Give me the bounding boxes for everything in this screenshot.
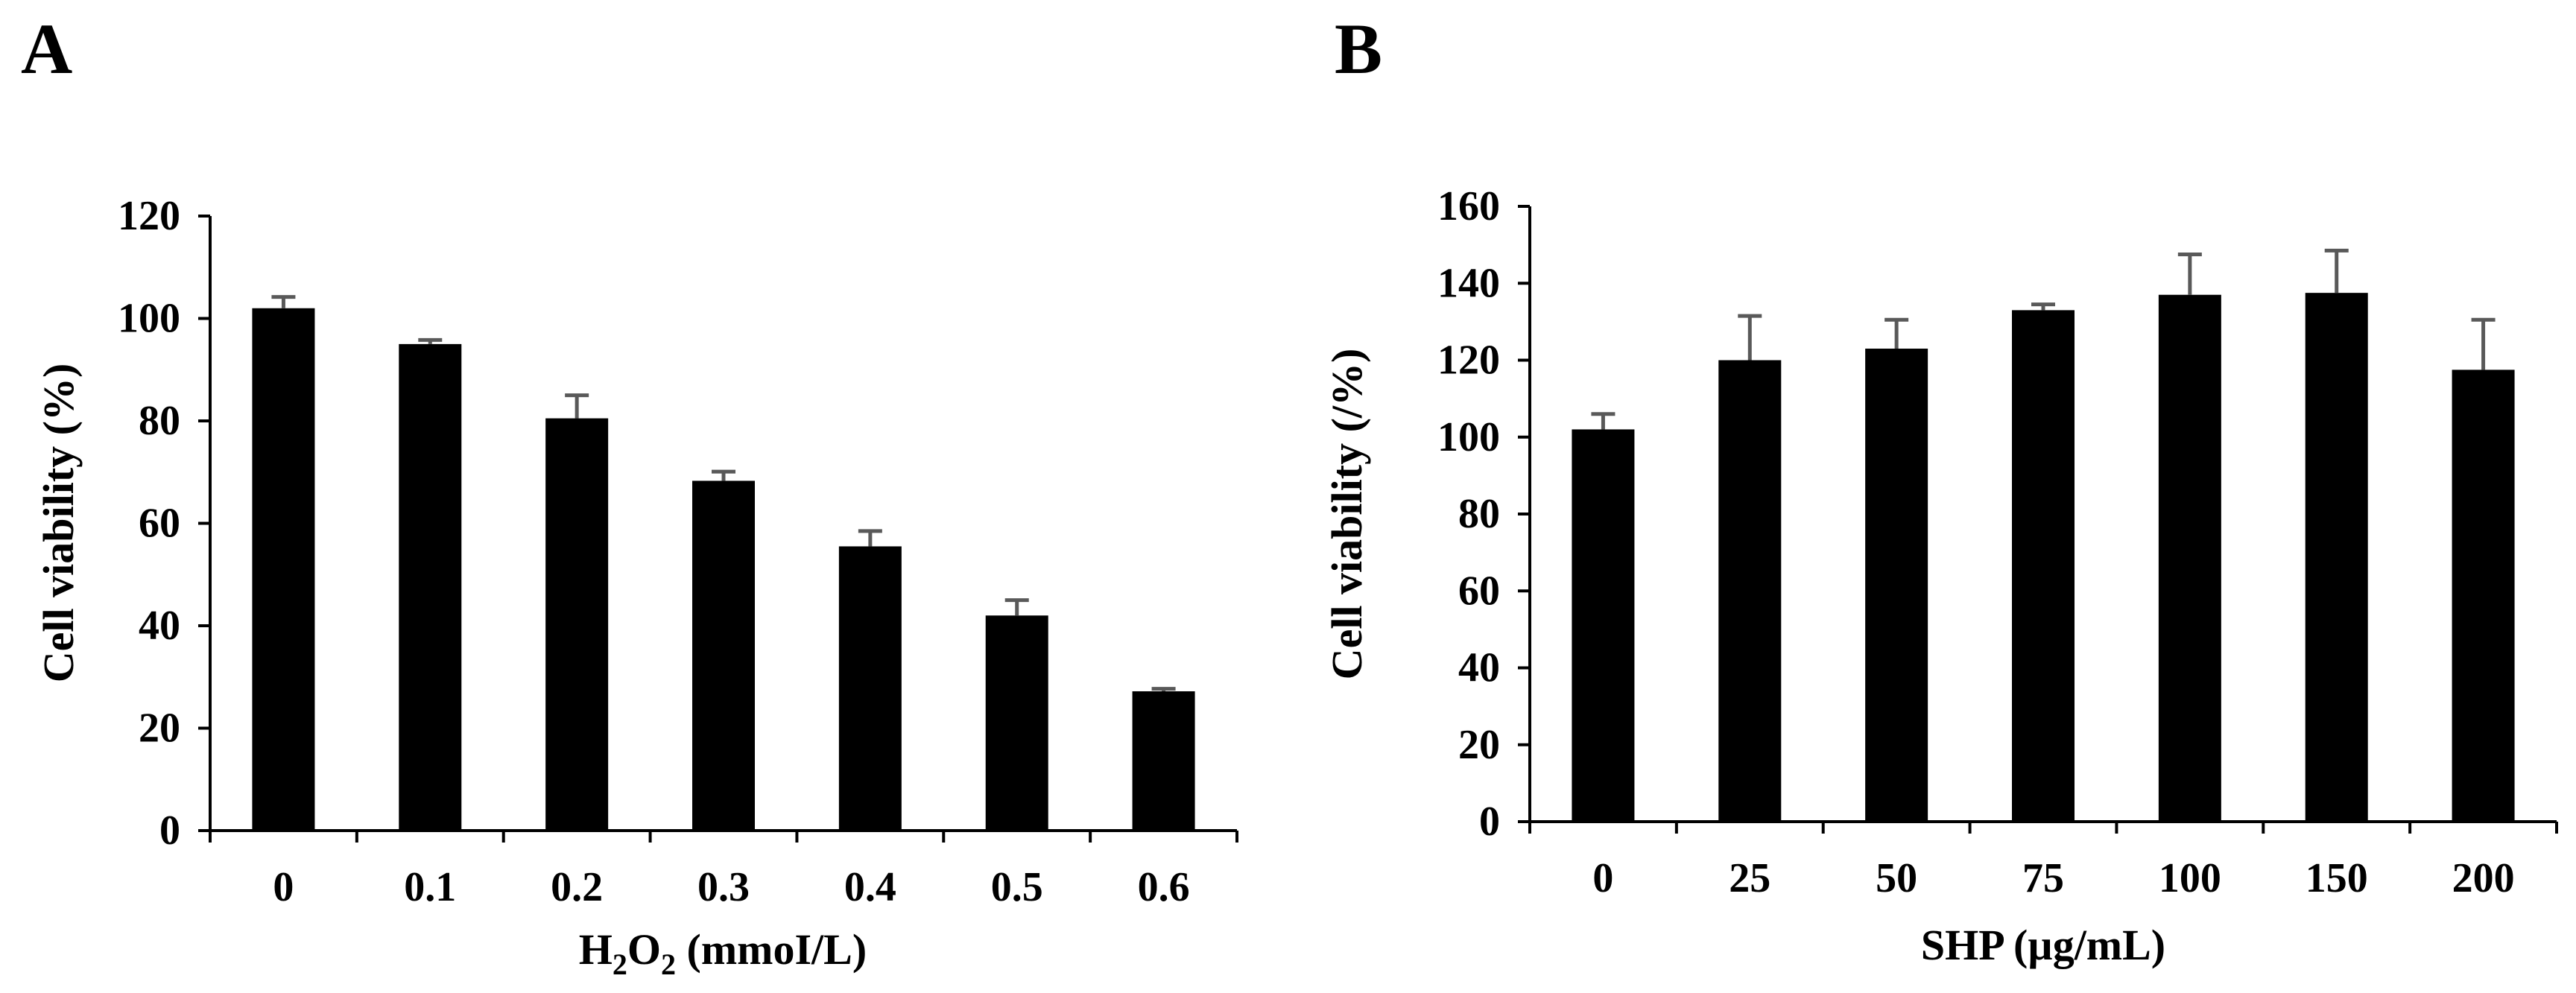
y-tick-label: 40 bbox=[139, 603, 180, 649]
bar bbox=[2452, 369, 2515, 822]
y-tick-label: 80 bbox=[1458, 491, 1500, 537]
x-axis-title-part: (mmoI/L) bbox=[676, 925, 867, 974]
x-tick-label: 50 bbox=[1876, 855, 1917, 901]
error-bar bbox=[1591, 412, 1615, 430]
y-axis-title: Cell viability (/%) bbox=[1323, 349, 1371, 680]
x-tick-label: 0.6 bbox=[1138, 864, 1190, 910]
bar-chart-a: 0 20 40 60 80 100 120 0 0.1 0.2 0.3 0.4 0.5 0.6 Cell v… bbox=[34, 193, 1238, 981]
bar bbox=[252, 308, 315, 831]
y-tick-label: 100 bbox=[1437, 414, 1500, 460]
x-tick-label: 0 bbox=[273, 864, 294, 910]
error-bar bbox=[2324, 248, 2349, 294]
y-tick-label: 120 bbox=[118, 193, 180, 239]
bar bbox=[692, 480, 755, 831]
y-tick-label: 60 bbox=[139, 501, 180, 547]
error-bar bbox=[1151, 687, 1176, 691]
error-bar bbox=[2471, 317, 2496, 370]
error-bar bbox=[1004, 598, 1029, 616]
x-tick-label: 150 bbox=[2306, 855, 2368, 901]
y-tick-label: 0 bbox=[159, 808, 180, 854]
bar bbox=[2012, 310, 2075, 822]
y-tick-label: 120 bbox=[1437, 337, 1500, 384]
x-axis-title-part: O bbox=[627, 925, 661, 974]
y-tick-label: 100 bbox=[118, 296, 180, 342]
bar-chart-b: 0 20 40 60 80 100 120 140 160 0 25 50 75 100 150 200 Cel… bbox=[1323, 183, 2558, 969]
x-axis-title-subscript: 2 bbox=[661, 948, 676, 981]
y-tick-label: 80 bbox=[139, 398, 180, 444]
y-tick-label: 0 bbox=[1479, 799, 1500, 845]
bar bbox=[1132, 691, 1195, 831]
bar bbox=[985, 615, 1048, 831]
y-tick-label: 60 bbox=[1458, 568, 1500, 614]
x-tick-label: 75 bbox=[2022, 855, 2064, 901]
panel-label-a: A bbox=[21, 9, 73, 89]
error-bar bbox=[2177, 253, 2202, 295]
bar bbox=[2305, 293, 2368, 822]
x-tick-label: 0.5 bbox=[991, 864, 1043, 910]
x-axis-title-subscript: 2 bbox=[613, 948, 627, 981]
bar bbox=[545, 418, 609, 831]
chart-panel-b: B 0 20 40 60 80 100 120 140 160 0 25 50 75 100 150 200 C… bbox=[1288, 0, 2576, 993]
x-tick-label: 0 bbox=[1592, 855, 1613, 901]
x-axis-title-part: H bbox=[579, 925, 613, 974]
x-tick-label: 100 bbox=[2159, 855, 2221, 901]
error-bar bbox=[271, 295, 296, 308]
y-tick-label: 140 bbox=[1437, 260, 1500, 306]
error-bar bbox=[418, 337, 443, 344]
y-tick-label: 20 bbox=[1458, 722, 1500, 768]
x-axis-title: SHP (µg/mL) bbox=[1921, 921, 2165, 969]
error-bar bbox=[858, 529, 882, 547]
bar bbox=[838, 546, 902, 831]
error-bar bbox=[2031, 302, 2055, 311]
x-tick-label: 0.2 bbox=[551, 864, 603, 910]
x-axis-title: H2O2 (mmoI/L) bbox=[579, 925, 867, 981]
bars: 0 0.1 0.2 0.3 0.4 0.5 0.6 bbox=[252, 295, 1195, 910]
error-bar bbox=[1738, 314, 1762, 361]
error-bar bbox=[565, 393, 589, 419]
bar bbox=[1572, 429, 1635, 822]
x-tick-label: 0.4 bbox=[844, 864, 896, 910]
y-tick-label: 160 bbox=[1437, 183, 1500, 229]
bar bbox=[399, 343, 462, 831]
bar bbox=[2158, 294, 2221, 822]
y-axis-title: Cell viability (%) bbox=[34, 364, 83, 683]
bar bbox=[1865, 349, 1928, 822]
bar bbox=[1718, 360, 1782, 822]
y-tick-label: 20 bbox=[139, 705, 180, 752]
bars: 0 25 50 75 100 150 200 bbox=[1572, 248, 2515, 901]
x-tick-label: 0.3 bbox=[697, 864, 750, 910]
error-bar bbox=[712, 469, 735, 481]
y-tick-label: 40 bbox=[1458, 645, 1500, 691]
error-bar bbox=[1884, 317, 1909, 349]
x-tick-label: 0.1 bbox=[404, 864, 456, 910]
panel-label-b: B bbox=[1335, 9, 1383, 89]
x-tick-label: 200 bbox=[2452, 855, 2515, 901]
x-tick-label: 25 bbox=[1729, 855, 1770, 901]
chart-panel-a: A 0 20 40 60 80 100 120 0 0.1 0.2 0.3 0.4 0.5 0.6 Cell… bbox=[21, 9, 1238, 981]
